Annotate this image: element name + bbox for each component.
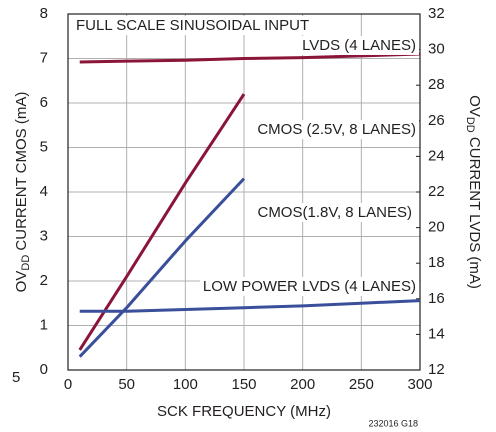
y2-tick-label: 24: [428, 147, 445, 164]
y-tick-label: 0: [40, 361, 48, 378]
x-tick-label: 300: [407, 376, 432, 393]
series-line: [78, 177, 246, 358]
label-background: [299, 35, 419, 55]
y-tick-label: 5: [40, 138, 48, 155]
label-background: [199, 276, 419, 296]
y2-tick-label: 26: [428, 112, 445, 129]
x-tick-label: 100: [173, 376, 198, 393]
y-tick-label: 2: [40, 272, 48, 289]
y-tick-label: 7: [40, 49, 48, 66]
label-background: [254, 202, 415, 222]
y2-tick-label: 12: [428, 361, 445, 378]
y-tick-label: 4: [40, 183, 48, 200]
series-line: [78, 93, 246, 351]
x-tick-label: 50: [118, 376, 135, 393]
y-tick-label: 1: [40, 316, 48, 333]
series-label: LOW POWER LVDS (4 LANES): [203, 278, 416, 295]
y-tick-label: 3: [40, 227, 48, 244]
y2-tick-label: 16: [428, 290, 445, 307]
annotation: FULL SCALE SINUSOIDAL INPUT: [76, 17, 309, 34]
x-tick-label: 250: [349, 376, 374, 393]
series-line: [79, 52, 421, 64]
y2-tick-label: 20: [428, 219, 445, 236]
y2-tick-label: 30: [428, 41, 445, 58]
label-background: [254, 119, 420, 139]
plot-frame: [67, 13, 421, 371]
y2-tick-label: 22: [428, 183, 445, 200]
footnote: 232016 G18: [368, 418, 418, 428]
y-tick-label: 6: [40, 94, 48, 111]
corner-text: 5: [12, 369, 20, 386]
label-background: [73, 15, 313, 35]
y-axis-label: OVDD CURRENT CMOS (mA): [13, 92, 32, 293]
y2-tick-label: 18: [428, 254, 445, 271]
y2-tick-label: 14: [428, 325, 445, 342]
y-tick-label: 8: [40, 5, 48, 22]
series-label: LVDS (4 LANES): [302, 37, 416, 54]
y2-tick-label: 32: [428, 5, 445, 22]
y2-axis-label: OVDD CURRENT LVDS (mA): [464, 95, 483, 289]
x-tick-label: 150: [231, 376, 256, 393]
series-line: [79, 299, 421, 313]
series-label: CMOS(1.8V, 8 LANES): [257, 204, 412, 221]
series-label: CMOS (2.5V, 8 LANES): [257, 121, 416, 138]
x-axis-label: SCK FREQUENCY (MHz): [157, 403, 331, 420]
y2-tick-label: 28: [428, 76, 445, 93]
x-tick-label: 200: [290, 376, 315, 393]
x-tick-label: 0: [64, 376, 72, 393]
